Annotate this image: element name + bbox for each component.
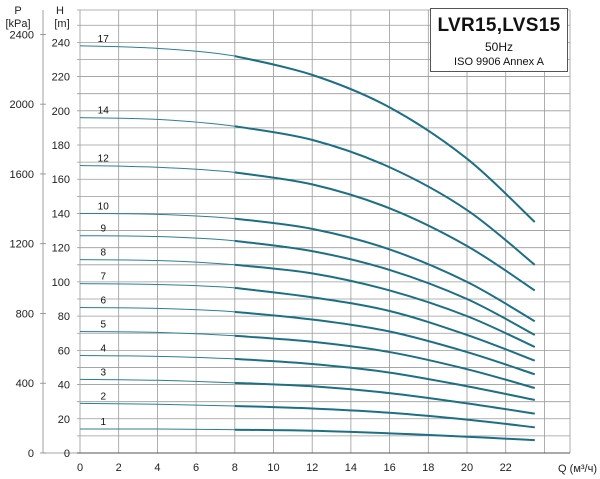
h-tick-label: 40 (58, 380, 70, 392)
pump-curve-bold-6 (234, 310, 536, 376)
pump-curve-17 (79, 45, 536, 223)
pump-curve-2 (79, 402, 535, 428)
pump-curve-bold-8 (234, 263, 536, 348)
pump-curve-bold-1 (234, 428, 535, 442)
stage-label: 14 (98, 106, 110, 117)
pump-curve-14 (79, 117, 536, 266)
x-tick-label: 18 (422, 462, 434, 474)
x-tick-label: 8 (232, 462, 238, 474)
pump-curve-10 (79, 212, 535, 322)
stage-label: 8 (100, 248, 106, 259)
stage-label: 3 (100, 367, 106, 378)
p-tick-label: 1600 (10, 169, 34, 181)
h-tick-label: 200 (52, 106, 70, 118)
h-axis-subunit: [m] (54, 18, 69, 30)
h-tick-label: 240 (52, 37, 70, 49)
x-tick-label: 4 (154, 462, 160, 474)
x-tick-label: 0 (77, 462, 83, 474)
pump-curve-7 (79, 283, 535, 362)
pump-curve-bold-3 (234, 381, 535, 415)
chart-title-box: LVR15,LVS15 50Hz ISO 9906 Annex A (430, 8, 568, 72)
pump-curve-bold-17 (234, 55, 536, 223)
h-tick-label: 20 (58, 414, 70, 426)
stage-label: 1 (100, 417, 106, 428)
stage-label: 2 (100, 391, 106, 402)
h-tick-label: 140 (52, 208, 70, 220)
h-tick-label: 160 (52, 174, 70, 186)
stage-label: 10 (98, 201, 110, 212)
p-tick-label: 2000 (10, 99, 34, 111)
p-tick-label: 1200 (10, 239, 34, 251)
p-tick-label: 400 (16, 378, 34, 390)
h-tick-label: 80 (58, 311, 70, 323)
chart-standard: ISO 9906 Annex A (454, 56, 544, 68)
x-tick-label: 20 (461, 462, 473, 474)
pump-curve-5 (79, 331, 535, 389)
x-tick-label: 6 (193, 462, 199, 474)
h-tick-label: 60 (58, 345, 70, 357)
pump-curve-bold-7 (234, 286, 536, 362)
h-axis-unit: H (56, 5, 64, 17)
stage-label: 4 (100, 343, 106, 354)
pump-curve-bold-2 (234, 404, 535, 429)
curves (79, 45, 536, 442)
x-tick-label: 16 (383, 462, 395, 474)
pump-curve-bold-12 (234, 171, 536, 292)
h-tick-label: 220 (52, 72, 70, 84)
h-tick-label: 100 (52, 277, 70, 289)
h-tick-label: 120 (52, 243, 70, 255)
h-tick-label: 0 (64, 448, 70, 460)
x-tick-label: 10 (267, 462, 279, 474)
p-axis-unit: P (14, 5, 21, 17)
p-tick-label: 800 (16, 308, 34, 320)
x-tick-label: 2 (116, 462, 122, 474)
chart-title: LVR15,LVS15 (437, 15, 561, 36)
p-axis-subunit: [kPa] (5, 18, 30, 30)
x-tick-label: 12 (306, 462, 318, 474)
stage-label: 5 (100, 320, 106, 331)
labels: 0204060801001201401601802002202400400800… (10, 29, 512, 474)
pump-curve-bold-5 (234, 334, 535, 389)
pump-curve-bold-10 (234, 217, 536, 323)
x-axis-title: Q (м³/ч) (558, 463, 597, 475)
stage-label: 12 (98, 154, 110, 165)
stage-label: 6 (100, 296, 106, 307)
h-tick-label: 180 (52, 140, 70, 152)
pump-curve-bold-4 (234, 357, 535, 401)
p-tick-label: 2400 (10, 29, 34, 41)
pump-curve-bold-14 (234, 125, 536, 266)
p-tick-label: 0 (28, 448, 34, 460)
pump-curve-bold-9 (234, 239, 536, 336)
x-tick-label: 22 (500, 462, 512, 474)
stage-label: 7 (100, 272, 106, 283)
x-tick-label: 14 (345, 462, 357, 474)
chart-frequency: 50Hz (484, 40, 513, 54)
pump-curve-4 (79, 354, 535, 401)
stage-label: 9 (100, 224, 106, 235)
stage-label: 17 (98, 34, 110, 45)
